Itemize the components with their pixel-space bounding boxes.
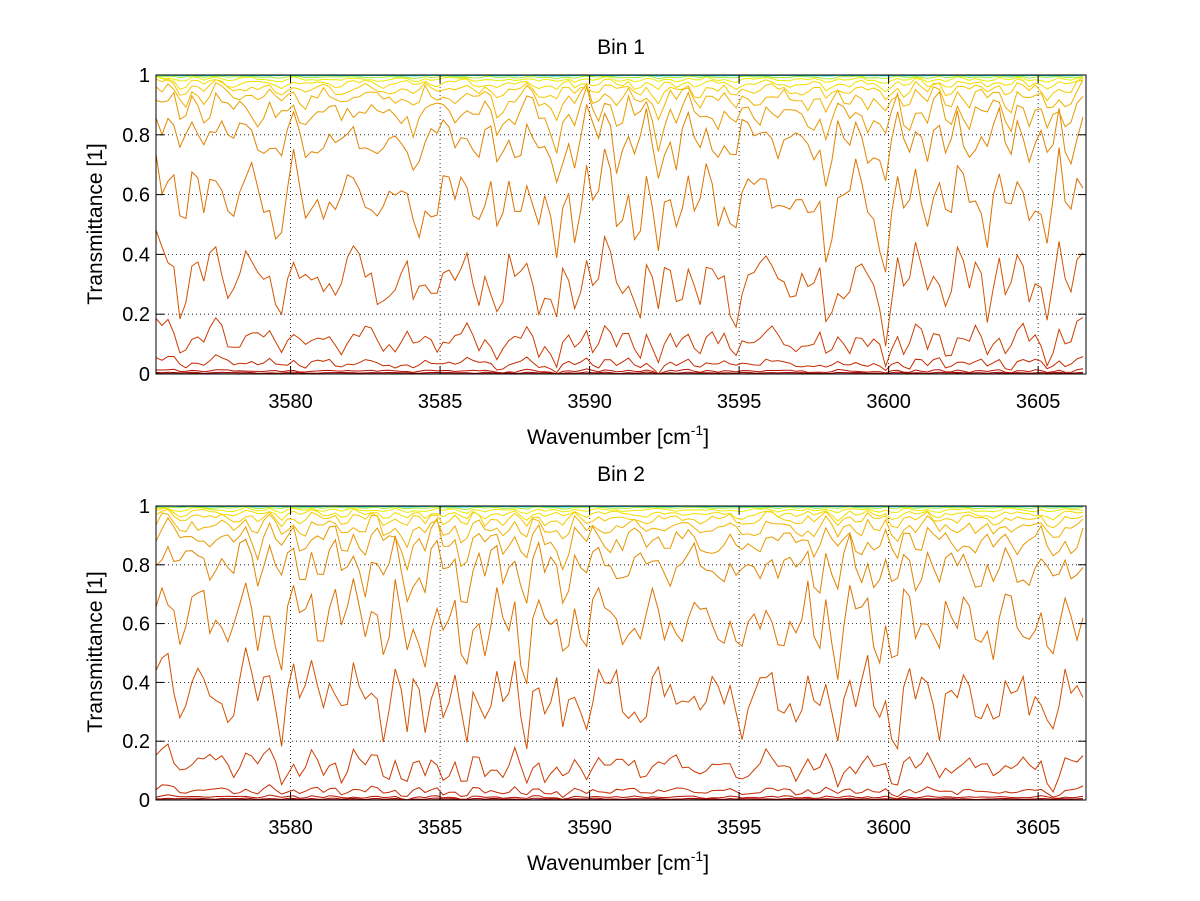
y-tick-label: 0.2 <box>122 731 150 753</box>
x-tick-label: 3595 <box>717 391 762 413</box>
x-axis-label-close: ] <box>703 426 709 449</box>
x-axis-label-superscript: -1 <box>691 848 704 864</box>
x-axis-ticks: 3580 3585 3590 3595 3600 3605 <box>268 506 1060 839</box>
plot-frame <box>155 505 1087 801</box>
series-line <box>155 371 1084 375</box>
x-axis-label: Wavenumber [cm-1] <box>527 422 709 449</box>
x-tick-label: 3605 <box>1016 391 1061 413</box>
x-axis-label-text: Wavenumber [cm <box>527 852 691 875</box>
chart-title: Bin 2 <box>597 463 645 486</box>
y-tick-label: 1 <box>139 496 150 518</box>
series-line <box>155 506 1084 515</box>
series-line <box>155 505 1084 511</box>
y-tick-label: 0.8 <box>122 555 150 577</box>
series-line <box>155 75 1084 85</box>
series-layer <box>155 74 1084 375</box>
x-tick-label: 3595 <box>717 817 762 839</box>
x-tick-label: 3600 <box>866 391 911 413</box>
plot-frame <box>155 74 1087 375</box>
series-line <box>155 508 1084 529</box>
x-axis-ticks: 3580 3585 3590 3595 3600 3605 <box>268 75 1060 413</box>
x-tick-label: 3590 <box>567 817 612 839</box>
y-tick-label: 0.2 <box>122 304 150 326</box>
x-tick-label: 3605 <box>1016 817 1061 839</box>
chart-title: Bin 1 <box>597 36 645 59</box>
chart-panel-bin-2: Bin 2 0 0.2 0.4 0.6 0.8 1 3580 3585 3590 3595 360… <box>84 463 1087 875</box>
series-line <box>155 354 1084 375</box>
y-tick-label: 0.8 <box>122 125 150 147</box>
series-line <box>155 507 1084 522</box>
series-line <box>155 516 1084 572</box>
y-tick-label: 0.6 <box>122 185 150 207</box>
series-line <box>155 794 1084 801</box>
series-line <box>155 75 1084 80</box>
y-tick-label: 0.4 <box>122 672 150 694</box>
series-line <box>155 368 1084 375</box>
series-line <box>155 797 1084 801</box>
series-line <box>155 784 1084 799</box>
series-line <box>155 104 1084 187</box>
y-tick-label: 0 <box>139 790 150 812</box>
x-tick-label: 3600 <box>866 817 911 839</box>
x-axis-label-text: Wavenumber [cm <box>527 426 691 449</box>
x-tick-label: 3580 <box>268 391 313 413</box>
y-axis-ticks: 0 0.2 0.4 0.6 0.8 1 <box>122 496 1086 812</box>
series-line <box>155 512 1084 549</box>
series-line <box>155 578 1084 684</box>
y-tick-label: 0 <box>139 364 150 386</box>
y-tick-label: 0.6 <box>122 614 150 636</box>
series-line <box>155 505 1084 508</box>
y-axis-ticks: 0 0.2 0.4 0.6 0.8 1 <box>122 65 1086 386</box>
series-line <box>155 74 1084 77</box>
series-layer <box>155 505 1084 801</box>
series-line <box>155 743 1084 793</box>
x-axis-label-close: ] <box>703 852 709 875</box>
x-tick-label: 3585 <box>418 817 463 839</box>
x-tick-label: 3590 <box>567 391 612 413</box>
series-line <box>155 533 1084 605</box>
y-axis-label: Transmittance [1] <box>84 143 107 304</box>
series-line <box>155 78 1084 105</box>
chart-panel-bin-1: Bin 1 0 0.2 0.4 0.6 0.8 1 3580 3585 3590 3595 360… <box>84 36 1087 449</box>
x-tick-label: 3580 <box>268 817 313 839</box>
series-line <box>155 76 1084 93</box>
series-line <box>155 147 1084 273</box>
series-line <box>155 647 1084 751</box>
series-line <box>155 316 1084 369</box>
series-line <box>155 85 1084 154</box>
x-axis-label-superscript: -1 <box>691 422 704 438</box>
y-tick-label: 0.4 <box>122 244 150 266</box>
x-axis-label: Wavenumber [cm-1] <box>527 848 709 875</box>
series-line <box>155 79 1084 122</box>
x-tick-label: 3585 <box>418 391 463 413</box>
y-axis-label: Transmittance [1] <box>84 571 107 732</box>
series-line <box>155 229 1084 347</box>
y-tick-label: 1 <box>139 65 150 87</box>
